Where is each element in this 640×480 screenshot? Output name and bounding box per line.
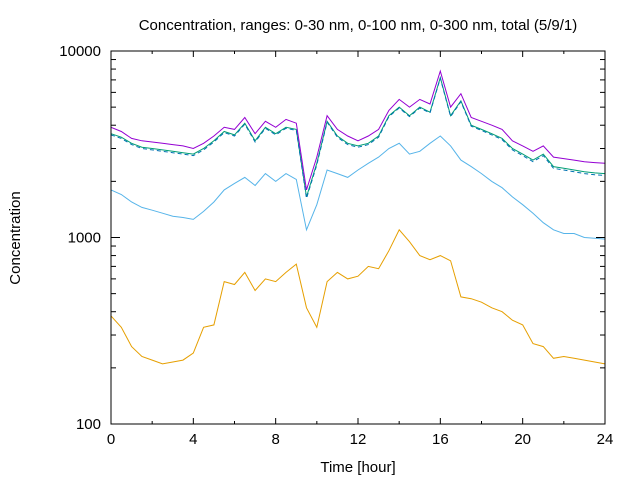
axes-layer: 0 4 8 12 16 20 24 100 1000 10000 [59,43,613,448]
y-tick-label-1: 1000 [68,230,101,247]
y-tick-label-2: 10000 [59,43,101,60]
x-tick-label-0: 0 [107,431,115,448]
series-layer [110,69,606,365]
series-line-5 [110,76,606,199]
x-tick-label-4: 16 [432,431,449,448]
x-tick-label-1: 4 [189,431,197,448]
series-line-4 [110,69,606,191]
y-axis-label: Concentration [7,191,24,284]
series-line-1 [110,228,606,365]
series-line-2 [110,135,606,240]
x-tick-label-2: 8 [271,431,279,448]
x-tick-label-6: 24 [597,431,614,448]
x-tick-label-3: 12 [350,431,367,448]
x-axis-label: Time [hour] [320,459,395,476]
x-tick-label-5: 20 [514,431,531,448]
chart-title: Concentration, ranges: 0-30 nm, 0-100 nm… [139,17,578,34]
y-tick-label-0: 100 [76,416,101,433]
series-line-3 [110,75,606,198]
plot-frame [110,50,606,425]
